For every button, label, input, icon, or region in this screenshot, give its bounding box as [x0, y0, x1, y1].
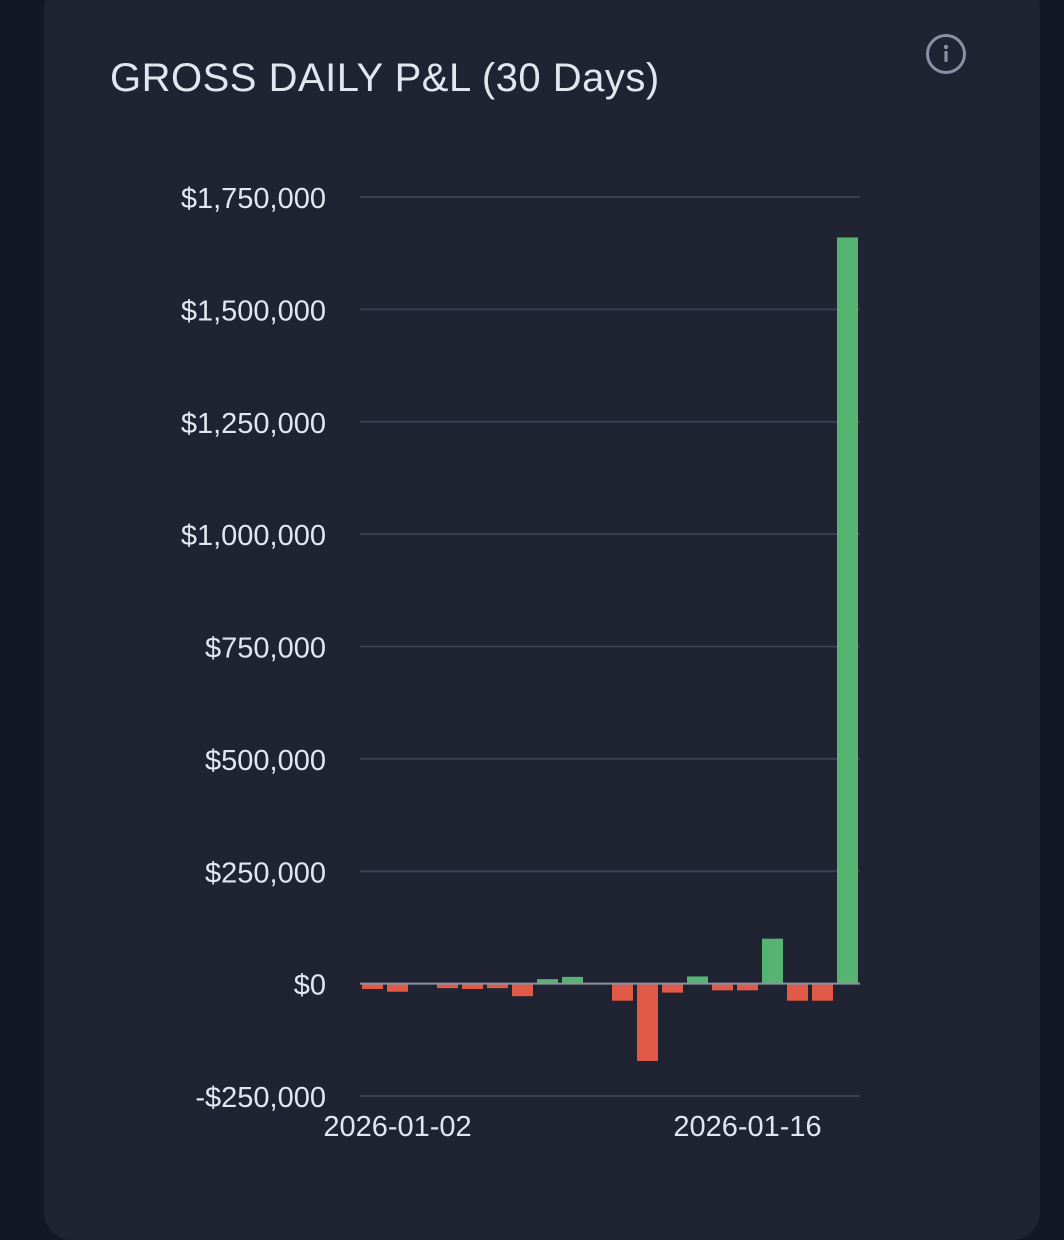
info-icon-glyph	[943, 44, 949, 62]
bar	[762, 938, 783, 984]
info-icon[interactable]	[926, 34, 966, 74]
bar	[787, 983, 808, 1001]
bar	[837, 237, 858, 984]
bars	[362, 237, 858, 1061]
bar	[487, 983, 508, 989]
y-tick-label: $1,500,000	[181, 295, 326, 327]
bar	[462, 983, 483, 990]
y-tick-label: $250,000	[205, 857, 326, 889]
y-tick-label: $0	[294, 970, 326, 1002]
y-tick-label: -$250,000	[195, 1082, 326, 1114]
pnl-card	[44, 0, 1040, 1240]
gridlines	[360, 196, 860, 1097]
pnl-bar-chart: $1,750,000 $1,500,000 $1,250,000 $1,000,000…	[181, 183, 860, 1143]
x-tick-label: 2026-01-02	[323, 1111, 471, 1143]
x-tick-label: 2026-01-16	[673, 1111, 821, 1143]
bar	[562, 976, 583, 984]
bar	[362, 983, 383, 990]
bar	[637, 983, 658, 1061]
y-tick-label: $500,000	[205, 745, 326, 777]
bar	[612, 983, 633, 1001]
y-tick-label: $750,000	[205, 633, 326, 665]
bar	[812, 983, 833, 1001]
x-axis-labels: 2026-01-02 2026-01-16	[323, 1111, 821, 1143]
bar	[737, 983, 758, 991]
bar	[662, 983, 683, 993]
bar	[712, 983, 733, 991]
chart-title: GROSS DAILY P&L (30 Days)	[110, 56, 660, 100]
y-tick-label: $1,750,000	[181, 183, 326, 215]
bar	[687, 976, 708, 984]
y-tick-label: $1,000,000	[181, 520, 326, 552]
y-tick-label: $1,250,000	[181, 408, 326, 440]
bar	[512, 983, 533, 997]
y-axis-labels: $1,750,000 $1,500,000 $1,250,000 $1,000,000…	[181, 183, 326, 1114]
bar	[387, 983, 408, 992]
bar	[537, 979, 558, 984]
bar	[437, 983, 458, 989]
